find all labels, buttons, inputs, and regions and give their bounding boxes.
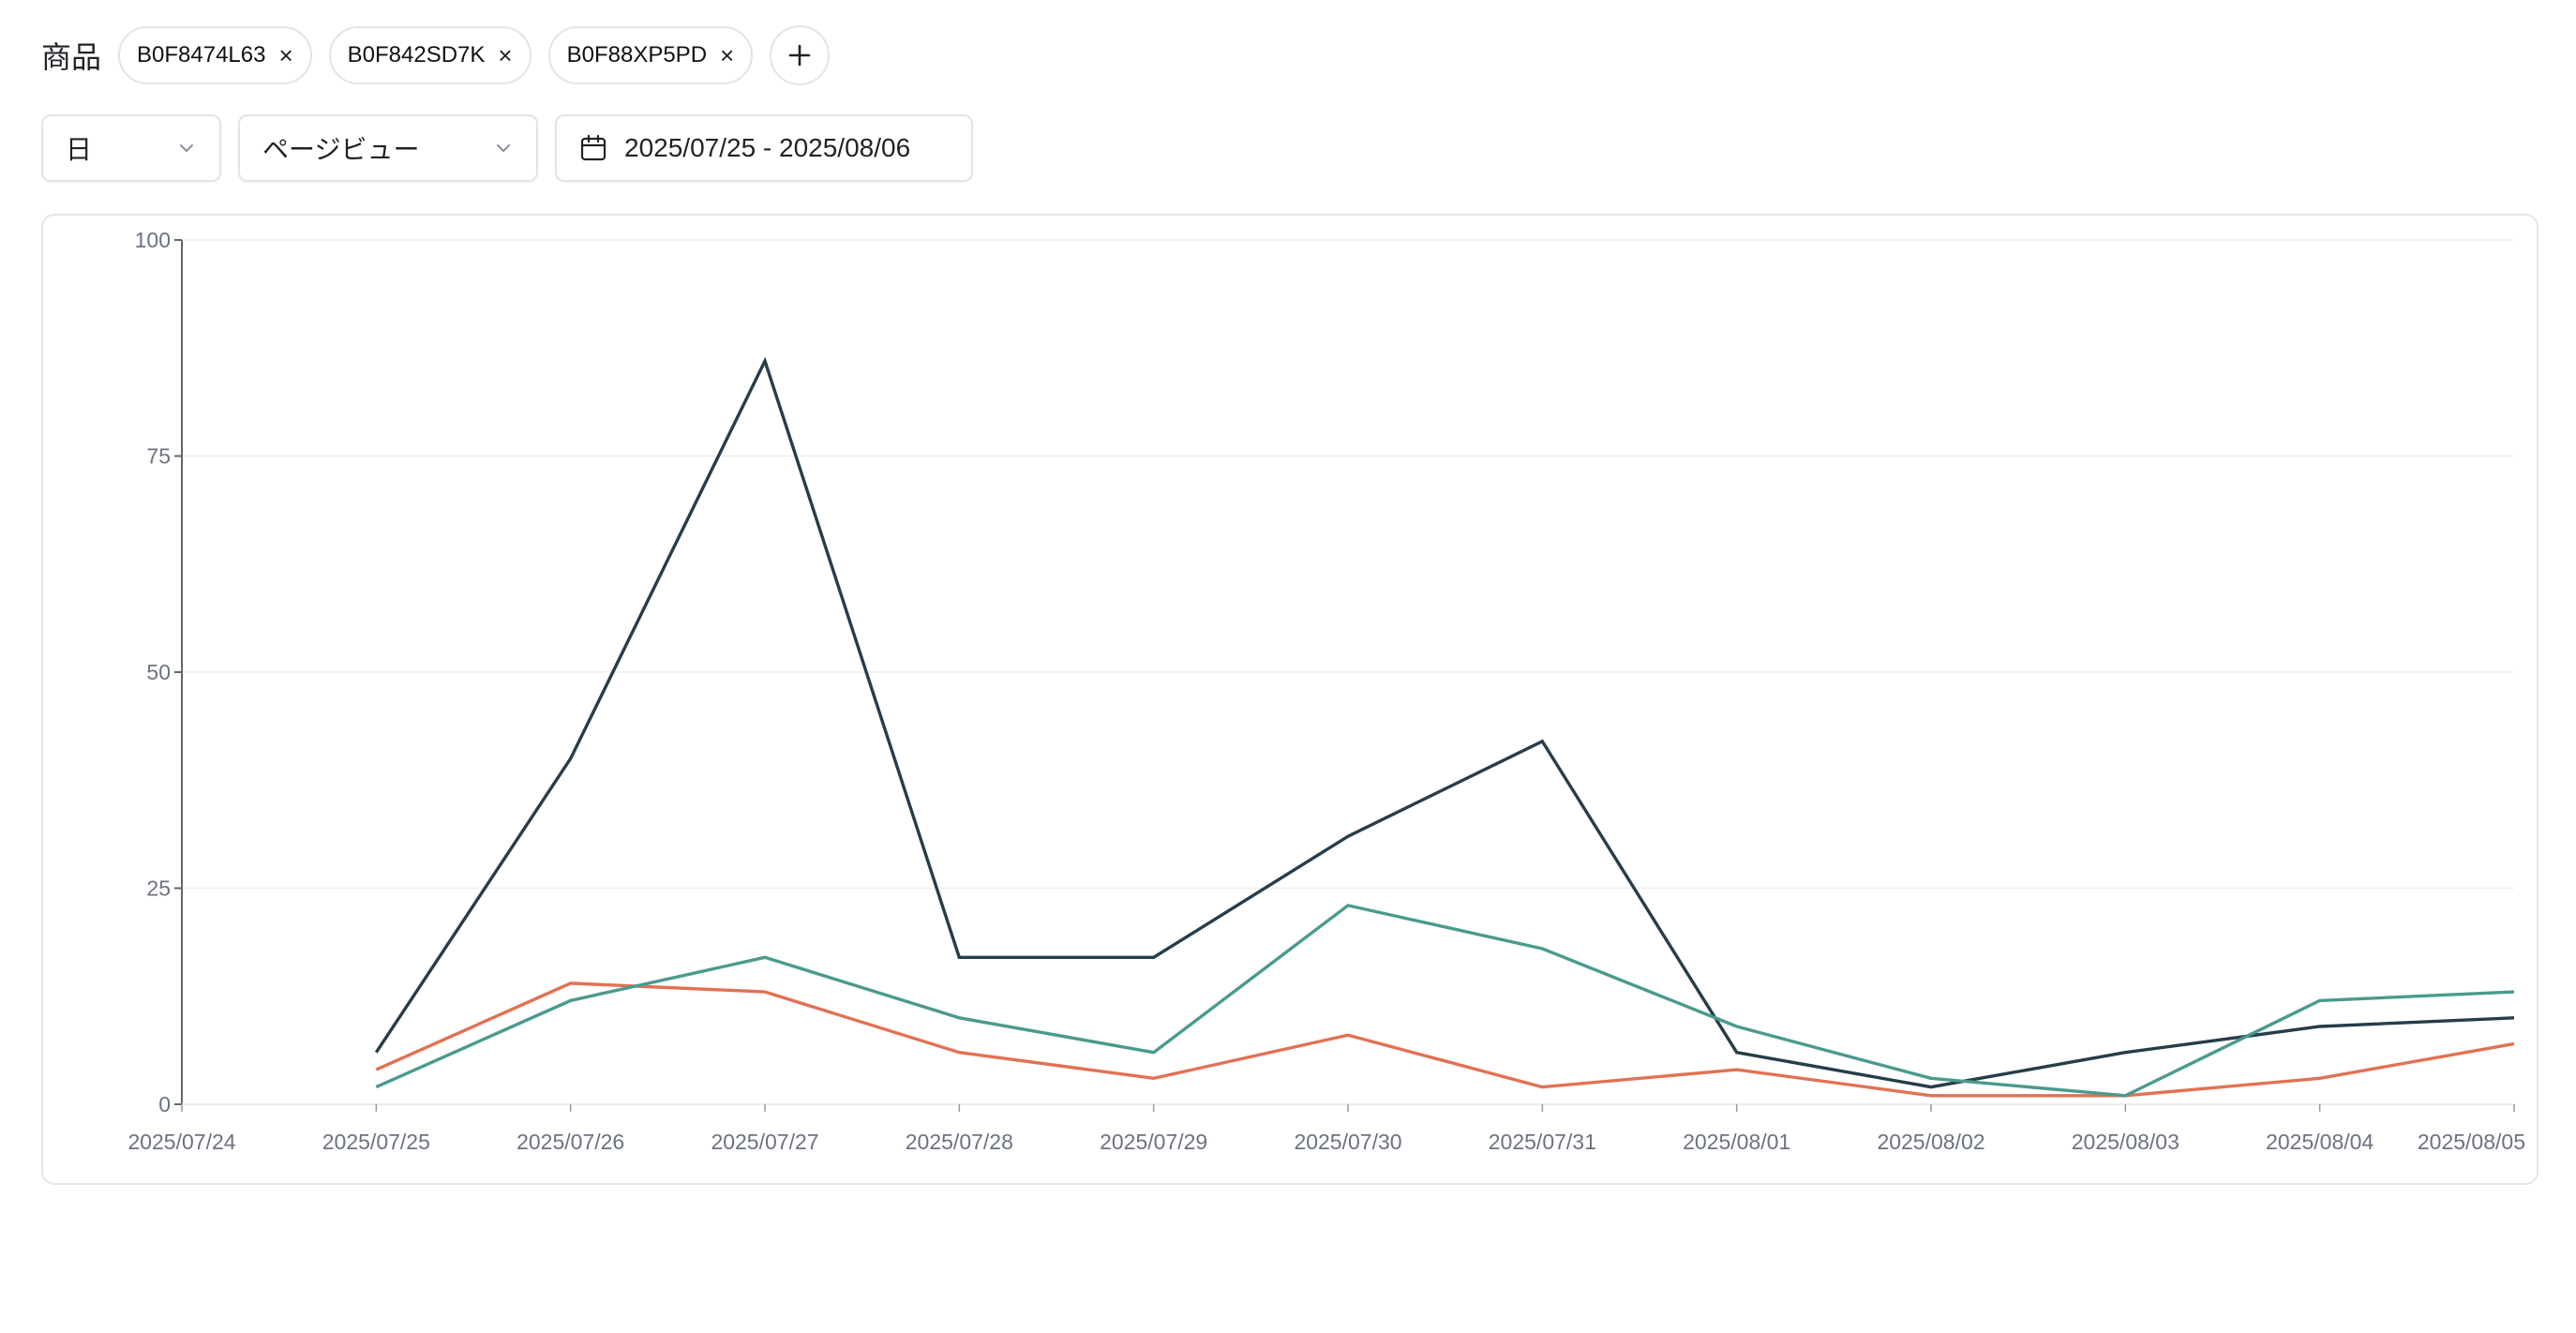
product-chip[interactable]: B0F842SD7K ×	[328, 26, 532, 84]
x-tick-label: 2025/08/05	[2418, 1130, 2525, 1154]
x-tick-label: 2025/07/28	[906, 1130, 1013, 1154]
date-range-label: 2025/07/25 - 2025/08/06	[624, 133, 911, 162]
x-tick-label: 2025/08/03	[2072, 1130, 2179, 1154]
granularity-value: 日	[66, 135, 93, 164]
y-tick-label: 50	[146, 660, 171, 684]
close-icon[interactable]: ×	[720, 41, 735, 69]
y-tick-label: 0	[158, 1092, 171, 1116]
x-tick-label: 2025/08/04	[2266, 1130, 2374, 1154]
x-tick-label: 2025/07/26	[517, 1130, 624, 1154]
close-icon[interactable]: ×	[278, 41, 293, 69]
product-chip-label: B0F8474L63	[137, 42, 266, 67]
filter-controls: 日 ページビュー 2025/07/25 - 2025/08/06	[41, 114, 973, 182]
series-line-1	[374, 356, 2515, 1089]
plus-icon	[788, 44, 811, 67]
metric-select[interactable]: ページビュー	[238, 114, 538, 182]
date-range-button[interactable]: 2025/07/25 - 2025/08/06	[555, 114, 973, 182]
x-tick-label: 2025/07/29	[1100, 1130, 1207, 1154]
y-tick-label: 25	[146, 876, 171, 901]
product-chip-label: B0F88XP5PD	[566, 42, 708, 67]
x-tick-label: 2025/08/01	[1683, 1130, 1790, 1154]
x-tick-label: 2025/07/27	[711, 1130, 818, 1154]
y-tick-label: 100	[135, 228, 171, 252]
product-chip[interactable]: B0F8474L63 ×	[118, 26, 312, 84]
metric-value: ページビュー	[262, 135, 420, 164]
x-tick-label: 2025/07/24	[127, 1130, 235, 1154]
chart-card: 0 25 50 75 100 2025/07/24 2025/07/25 2025/07/26…	[41, 214, 2539, 1185]
product-chip[interactable]: B0F88XP5PD ×	[547, 26, 754, 84]
calendar-icon	[580, 134, 607, 161]
product-chip-label: B0F842SD7K	[347, 42, 486, 67]
series-line-2	[375, 981, 2515, 1098]
x-tick-label: 2025/07/25	[322, 1130, 430, 1154]
product-label: 商品	[41, 40, 102, 74]
series-line-3	[375, 904, 2515, 1098]
close-icon[interactable]: ×	[498, 41, 513, 69]
page-view-line-chart: 0 25 50 75 100 2025/07/24 2025/07/25 2025/07/26…	[127, 228, 2525, 1154]
granularity-select[interactable]: 日	[41, 114, 221, 182]
add-product-button[interactable]	[770, 25, 831, 85]
chevron-down-icon	[180, 144, 193, 152]
x-tick-label: 2025/07/30	[1294, 1130, 1401, 1154]
x-tick-label: 2025/08/02	[1877, 1130, 1984, 1154]
x-tick-label: 2025/07/31	[1489, 1130, 1596, 1154]
chevron-down-icon	[497, 144, 510, 152]
product-filter-row: 商品 B0F8474L63 × B0F842SD7K × B0F88XP5PD …	[41, 24, 831, 86]
y-tick-label: 75	[146, 444, 171, 469]
